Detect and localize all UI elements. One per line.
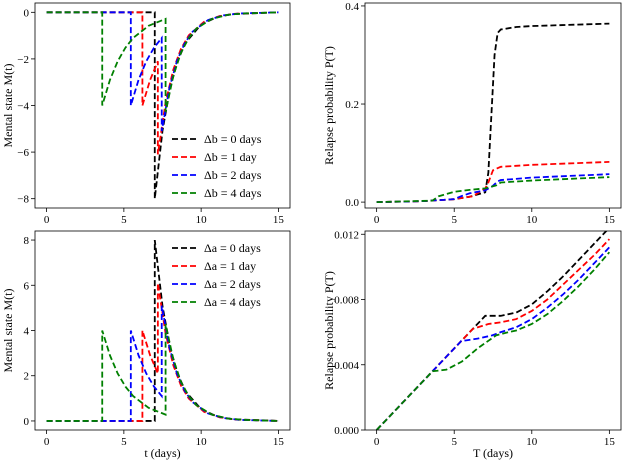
x-tick-label: 5: [121, 436, 127, 448]
data-line: [376, 176, 610, 204]
y-tick-label: 0.008: [334, 295, 359, 307]
legend: Δb = 0 days Δb = 1 day Δb = 2 days Δb = 4 d…: [172, 132, 262, 200]
data-line: [376, 22, 610, 204]
x-tick-label: 0: [44, 214, 50, 226]
data-line: [375, 246, 611, 430]
x-tick-label: 0: [44, 436, 50, 448]
x-axis-label: t (days): [144, 446, 180, 460]
subplot: 0 5 10 15 0.0 0.2 0.4 Relapse probability P(T): [322, 1, 622, 226]
legend: Δa = 0 days Δa = 1 day Δa = 2 days Δa = 4 d…: [172, 241, 261, 309]
x-tick-label: 5: [451, 214, 457, 226]
x-tick-label: 0: [374, 214, 380, 226]
y-tick-label: 0.000: [334, 425, 359, 437]
axes-frame: [364, 2, 622, 209]
x-tick-label: 5: [451, 436, 457, 448]
y-axis-label: Mental state M(t): [1, 289, 15, 373]
x-tick-label: 0: [374, 436, 380, 448]
legend-label: Δa = 2 days: [204, 277, 261, 291]
y-tick-label: −4: [17, 101, 29, 113]
x-tick-label: 10: [526, 436, 538, 448]
x-tick-label: 10: [526, 214, 538, 226]
y-tick-label: 0.2: [345, 99, 359, 111]
y-tick-label: 2: [24, 371, 30, 383]
data-line: [375, 231, 608, 430]
y-axis-label: Relapse probability P(T): [322, 46, 336, 165]
x-tick-label: 15: [273, 214, 285, 226]
y-tick-label: −6: [17, 147, 29, 159]
axes-frame: [34, 2, 291, 209]
y-tick-label: 8: [24, 235, 30, 247]
data-line: [46, 11, 279, 132]
data-line: [46, 323, 279, 422]
x-tick-label: 15: [273, 436, 285, 448]
data-line: [376, 161, 610, 204]
y-axis-label: Mental state M(t): [1, 64, 15, 148]
x-tick-label: 5: [121, 214, 127, 226]
y-tick-label: −8: [17, 194, 29, 206]
legend-label: Δb = 1 day: [204, 150, 257, 164]
data-line: [375, 238, 611, 430]
data-line: [375, 251, 611, 430]
y-tick-label: 0.004: [334, 360, 359, 372]
y-tick-label: 0.012: [334, 229, 359, 241]
legend-label: Δa = 0 days: [204, 241, 261, 255]
axes-frame: [34, 230, 291, 431]
data-line: [46, 305, 279, 422]
y-tick-label: 0.0: [345, 197, 359, 209]
y-tick-label: −2: [17, 54, 29, 66]
x-axis-label: T (days): [473, 446, 513, 460]
y-tick-label: 6: [24, 280, 30, 292]
legend-label: Δb = 4 days: [204, 186, 262, 200]
legend-label: Δb = 2 days: [204, 168, 262, 182]
axes-frame: [364, 230, 622, 431]
x-tick-label: 15: [604, 436, 616, 448]
y-tick-label: 0.4: [345, 1, 359, 13]
subplot: 0 5 10 15 0 2 4 6 8 Mental state M(t) t (days) Δa =…: [1, 230, 291, 460]
x-tick-label: 15: [604, 214, 616, 226]
subplot: 0 5 10 15 0.000 0.004 0.008 0.012 Relapse probab…: [322, 229, 622, 460]
y-axis-label: Relapse probability P(T): [322, 271, 336, 390]
data-line: [376, 173, 610, 204]
legend-label: Δb = 0 days: [204, 132, 262, 146]
x-tick-label: 10: [196, 214, 208, 226]
data-line: [46, 11, 279, 113]
x-tick-label: 10: [196, 436, 208, 448]
y-tick-label: 4: [24, 326, 30, 338]
y-tick-label: 0: [24, 416, 30, 428]
legend-label: Δa = 1 day: [204, 259, 256, 273]
subplot: 0 5 10 15 0 −2 −4 −6 −8 Mental state M(t) Δb = 0 d…: [1, 2, 291, 226]
legend-label: Δa = 4 days: [204, 295, 261, 309]
y-tick-label: 0: [24, 7, 30, 19]
